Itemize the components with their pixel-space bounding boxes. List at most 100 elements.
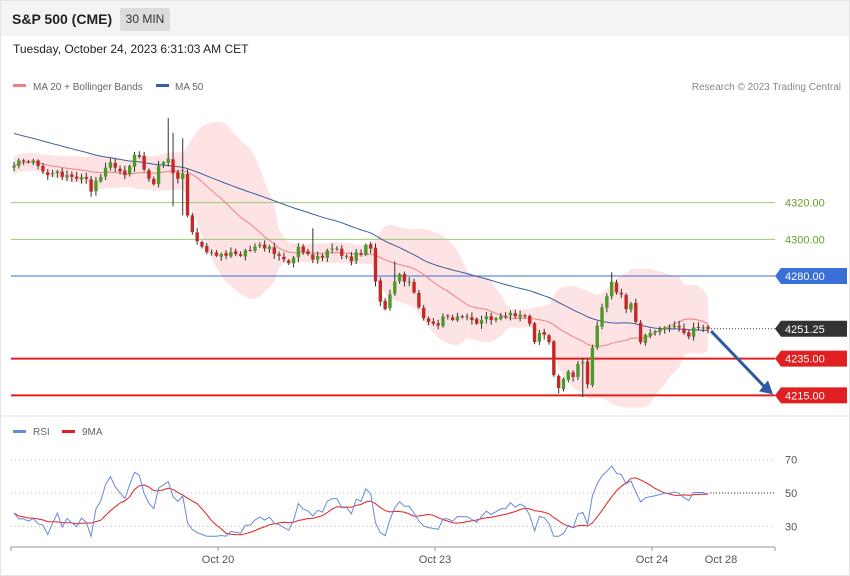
candle-body [475,318,479,324]
candle-body [103,167,108,177]
rsi-ma-legend-label: 9MA [82,427,103,438]
level-label-4235: 4235.00 [785,354,825,366]
timeframe-badge[interactable]: 30 MIN [120,8,170,31]
candle [21,158,26,166]
candle-body [185,173,190,216]
candle [296,243,301,263]
candle-body [349,256,354,262]
candle [624,293,628,314]
rsi-tick-label-70: 70 [785,455,797,467]
candle [393,261,397,296]
price-labels-layer: 4320.00 4300.00 4280.00 4235.00 4215.00 4251.… [709,198,847,404]
candle-body [282,256,286,260]
candle [528,314,532,327]
candle-body [364,244,368,255]
bollinger-band [14,121,709,408]
candle [513,309,517,319]
candle-body [272,247,276,254]
ma50-legend-label: MA 50 [175,82,204,93]
candle-body [209,252,214,254]
level-label-4300: 4300.00 [785,234,825,246]
candlestick-layer [12,118,710,398]
candle-body [701,327,705,329]
candle-body [643,334,648,343]
candle [465,313,469,321]
candle [315,251,320,264]
level-label-4320: 4320.00 [785,198,825,210]
candle [200,240,204,249]
candle [340,245,344,260]
candle-body [108,162,113,168]
rsi-ma9-line [13,477,709,536]
candle [320,253,325,262]
candle-body [238,254,243,256]
candle [638,319,643,345]
candle-body [315,255,320,260]
ma50-line [13,133,709,331]
candle-body [634,302,638,322]
candle [152,176,156,186]
header-bar: S&P 500 (CME) 30 MIN [1,1,849,36]
candle [79,173,84,184]
bollinger-band-layer [14,121,709,408]
candle-body [605,296,609,308]
candle-body [320,255,325,258]
candle [349,251,354,266]
candle-body [60,171,64,177]
candle-body [648,332,652,336]
candle [50,170,55,178]
candle-body [214,252,219,256]
candle-body [296,246,301,258]
candle-body [200,241,204,247]
candle-body [243,250,248,257]
candle [166,118,170,167]
candle-body [195,232,199,242]
candle [431,318,436,326]
candle [518,310,522,322]
candle [224,250,228,260]
candle [132,151,137,172]
candle [291,256,296,268]
candle-body [590,347,595,386]
candle [682,323,686,335]
candle-body [561,378,566,389]
candle-body [397,274,402,282]
candle [209,249,214,256]
candle-body [311,254,315,260]
candle-body [152,178,156,185]
candle [55,169,60,178]
x-tick-label: Oct 24 [636,554,668,566]
candle [455,312,460,322]
candle-body [383,300,387,310]
candle [118,165,122,175]
candle [364,243,368,257]
candle [532,321,537,345]
candle [248,245,252,252]
candle [277,251,281,261]
level-label-4280: 4280.00 [785,271,825,283]
candle [460,314,464,319]
rsi-tick-label-30: 30 [785,521,797,533]
candle [426,316,431,326]
candle [359,249,363,257]
candle [171,132,175,207]
candle [94,176,98,196]
candle [696,322,701,331]
candle-body [344,255,349,257]
candle-body [277,254,281,256]
candle-body [137,155,142,157]
candle [229,247,233,258]
candle [156,160,161,188]
candle-body [614,282,619,293]
rsi-panel-layer: 70 50 30 [11,455,797,539]
candle [508,310,513,321]
candle-body [667,327,672,329]
candle [706,324,710,334]
candle [436,319,440,330]
candle [41,163,45,175]
candle [103,162,108,181]
candle [397,272,402,284]
candle-body [532,323,537,343]
candle [282,252,286,263]
candle [701,324,705,333]
